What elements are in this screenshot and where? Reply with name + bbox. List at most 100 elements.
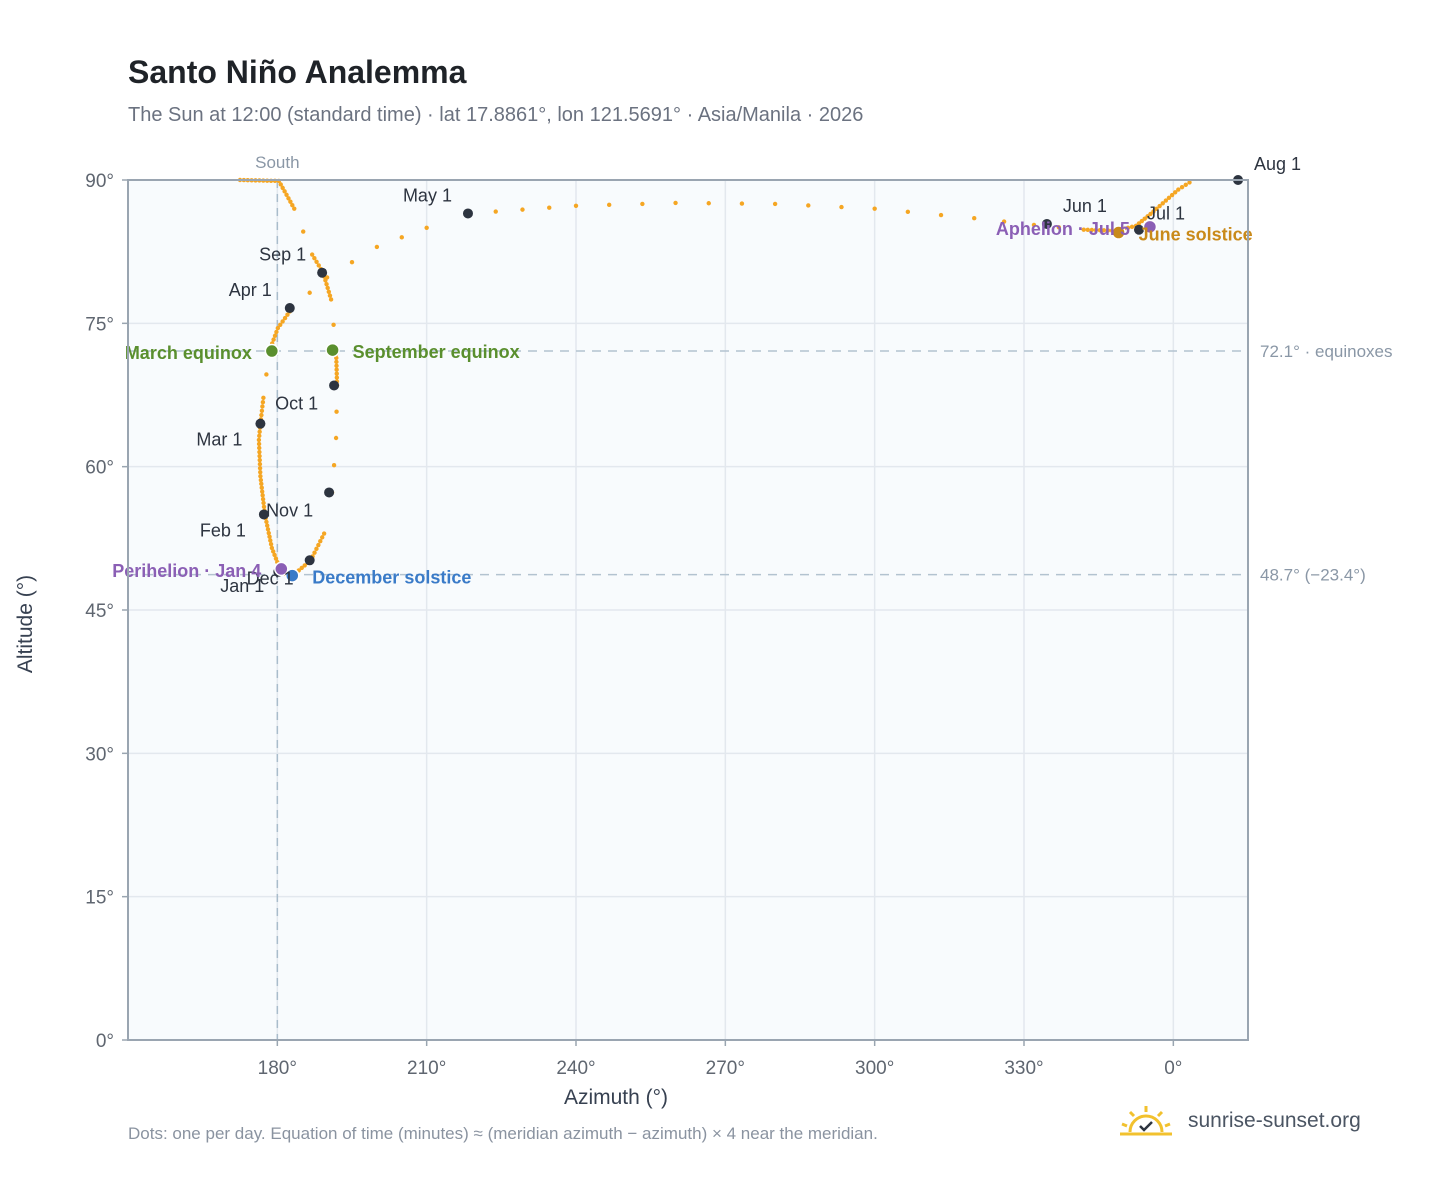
daily-dot (1179, 184, 1185, 190)
marker-label: Jun 1 (1063, 196, 1107, 216)
x-tick-label: 270° (706, 1058, 745, 1079)
daily-dot (839, 204, 844, 210)
daily-dot (257, 461, 263, 467)
daily-dot (772, 201, 778, 207)
marker-label: Nov 1 (266, 500, 313, 520)
daily-dot (547, 205, 552, 210)
daily-dot (1136, 221, 1142, 226)
marker-month (329, 380, 340, 391)
daily-dot (331, 322, 336, 327)
daily-dot (673, 200, 678, 206)
daily-dot (1160, 201, 1165, 206)
y-tick-label: 75° (85, 314, 114, 335)
daily-dot (640, 201, 645, 207)
daily-dot (265, 523, 270, 528)
daily-dot (257, 429, 262, 434)
daily-dot (278, 322, 283, 327)
marker-label: Feb 1 (200, 520, 246, 540)
daily-dot (314, 259, 319, 264)
daily-dot (334, 375, 340, 380)
daily-dot (1169, 192, 1175, 198)
marker-solstice_june (1111, 225, 1126, 240)
y-tick-label: 0° (96, 1031, 114, 1052)
daily-dot (275, 325, 281, 331)
daily-dot (257, 433, 262, 439)
daily-dot (1129, 224, 1135, 230)
daily-dot (259, 412, 264, 418)
x-tick-label: 300° (855, 1058, 894, 1079)
daily-dot (316, 542, 321, 548)
daily-dot (257, 453, 262, 459)
marker-label: Apr 1 (229, 280, 272, 300)
daily-dot (334, 359, 339, 365)
daily-dot (349, 259, 355, 265)
daily-dot (257, 449, 262, 455)
daily-dot (285, 312, 290, 317)
daily-dot (284, 192, 289, 198)
daily-dot (264, 372, 269, 377)
daily-dot (265, 527, 271, 532)
daily-dot (302, 563, 307, 568)
daily-dot (312, 550, 317, 555)
daily-dot (260, 399, 266, 405)
daily-dot (256, 437, 262, 443)
daily-dot (334, 409, 339, 414)
y-tick-label: 30° (85, 744, 114, 765)
daily-dot (324, 281, 329, 287)
page-subtitle: The Sun at 12:00 (standard time) · lat 1… (128, 104, 864, 126)
daily-dot (1093, 227, 1099, 233)
daily-dot (259, 408, 265, 413)
daily-dot (273, 556, 279, 561)
daily-dot (326, 289, 332, 294)
brand-name: sunrise-sunset.org (1188, 1109, 1361, 1132)
daily-dot (374, 244, 380, 250)
x-tick-label: 330° (1004, 1058, 1043, 1079)
x-tick-label: 210° (407, 1058, 446, 1079)
daily-dot (1157, 203, 1162, 209)
daily-dot (299, 565, 304, 571)
daily-dot (327, 293, 333, 298)
daily-dot (334, 371, 339, 376)
marker-label: Perihelion · Jan 4 (112, 561, 261, 581)
daily-dot (1183, 182, 1188, 187)
daily-dot (1105, 228, 1111, 233)
marker-month (462, 208, 473, 219)
sun-logo-icon (1120, 1106, 1172, 1136)
daily-dot (323, 278, 328, 283)
daily-dot (573, 203, 579, 208)
marker-apsis (274, 561, 289, 577)
daily-dot (312, 255, 317, 261)
brand[interactable]: sunrise-sunset.org (1118, 1104, 1361, 1138)
marker-label: Jul 1 (1147, 204, 1185, 224)
daily-dot (280, 319, 285, 324)
marker-equinox (325, 342, 340, 358)
daily-dot (301, 229, 306, 234)
daily-dot (493, 209, 498, 214)
daily-dot (334, 363, 339, 369)
daily-dot (806, 203, 811, 208)
daily-dot (972, 216, 977, 221)
daily-dot (1031, 222, 1037, 228)
daily-dot (282, 189, 287, 194)
daily-dot (320, 535, 325, 540)
marker-label: Aphelion · Jul 5 (996, 219, 1130, 239)
daily-dot (258, 469, 263, 475)
daily-dot (399, 235, 404, 240)
daily-dot (260, 404, 265, 409)
daily-dot (258, 474, 263, 479)
daily-dot (286, 196, 291, 201)
daily-dot (257, 465, 263, 471)
daily-dot (1101, 228, 1107, 233)
marker-label: Jan 1 (220, 576, 264, 596)
daily-dot (271, 549, 276, 554)
daily-dot (272, 552, 277, 558)
daily-dot (333, 435, 339, 441)
marker-month (258, 509, 269, 520)
daily-dot (268, 541, 274, 547)
daily-dot (1097, 227, 1103, 233)
daily-dot (334, 367, 339, 372)
x-tick-label: 180° (258, 1058, 297, 1079)
marker-label: March equinox (125, 343, 252, 363)
marker-label: Dec 1 (247, 568, 294, 588)
daily-dot (1125, 225, 1131, 230)
